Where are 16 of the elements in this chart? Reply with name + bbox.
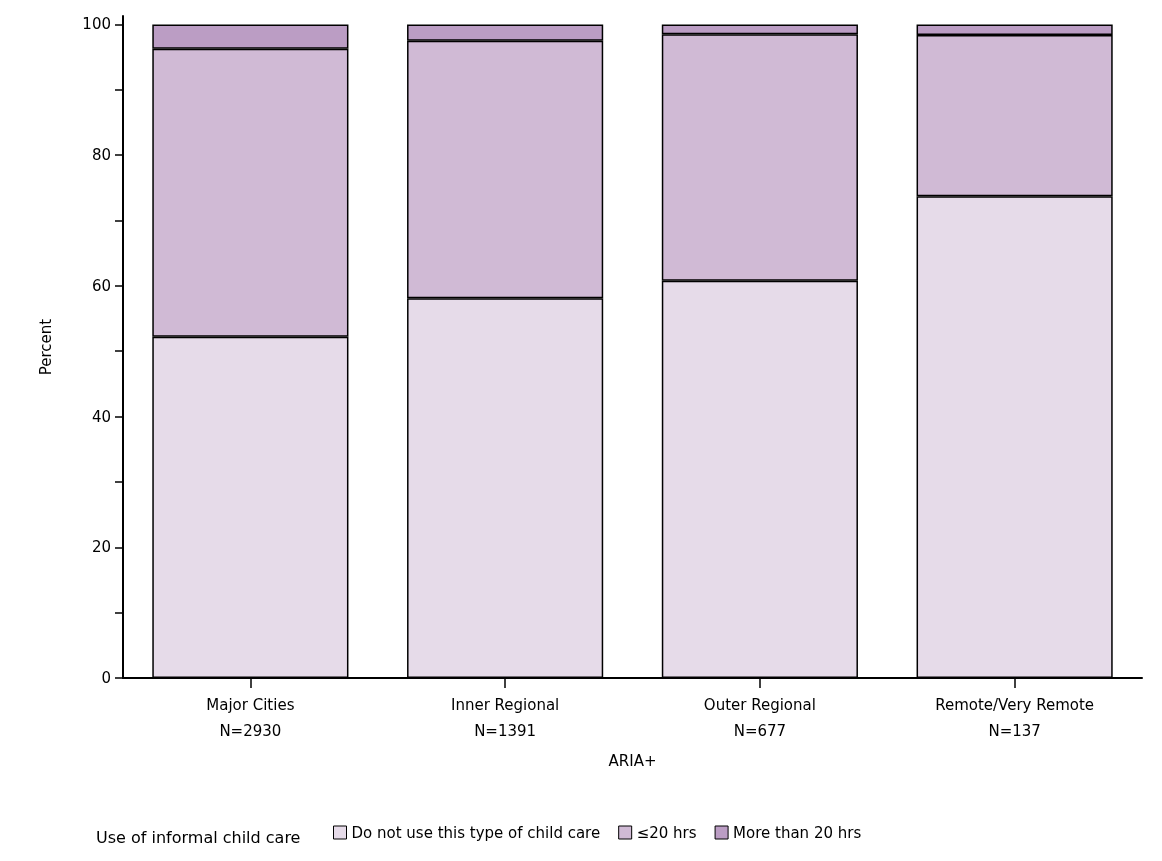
legend-label: Do not use this type of child care xyxy=(351,823,601,842)
y-axis-title: Percent xyxy=(36,318,55,376)
x-tick-label: Inner Regional N=1391 xyxy=(450,696,560,740)
legend-label: ≤20 hrs xyxy=(636,823,697,842)
x-tick-label: Outer Regional N=677 xyxy=(703,696,816,740)
y-tick-label: 0 xyxy=(101,669,111,687)
y-tick-label: 60 xyxy=(91,276,111,295)
legend-title: Use of informal child care xyxy=(96,827,301,847)
x-tick-label: Major Cities N=2930 xyxy=(206,696,295,740)
x-tick-label: Remote/Very Remote N=137 xyxy=(935,696,1095,740)
x-axis-title: ARIA+ xyxy=(608,751,657,770)
y-tick-label: 80 xyxy=(91,146,111,165)
legend-label: More than 20 hrs xyxy=(733,823,862,842)
y-tick-label: 100 xyxy=(82,15,111,34)
y-tick-label: 20 xyxy=(91,538,111,557)
y-tick-label: 40 xyxy=(91,407,111,426)
